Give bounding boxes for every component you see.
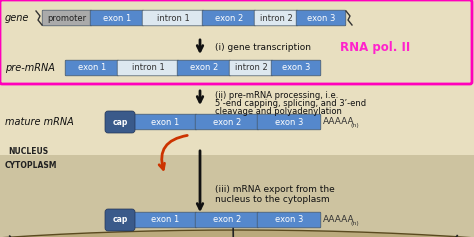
Text: exon 1: exon 1: [78, 64, 106, 73]
Text: nucleus to the cytoplasm: nucleus to the cytoplasm: [215, 196, 329, 205]
Text: intron 1: intron 1: [132, 64, 164, 73]
FancyBboxPatch shape: [177, 60, 231, 76]
FancyBboxPatch shape: [0, 0, 474, 170]
FancyBboxPatch shape: [195, 114, 259, 130]
Text: exon 3: exon 3: [282, 64, 310, 73]
Text: exon 3: exon 3: [275, 215, 303, 224]
FancyBboxPatch shape: [229, 60, 273, 76]
Text: AAAAA: AAAAA: [323, 117, 355, 126]
Text: AAAAA: AAAAA: [323, 214, 355, 223]
Polygon shape: [0, 230, 474, 237]
FancyBboxPatch shape: [257, 212, 321, 228]
FancyArrowPatch shape: [159, 135, 187, 169]
FancyBboxPatch shape: [117, 60, 179, 76]
FancyBboxPatch shape: [195, 212, 259, 228]
FancyBboxPatch shape: [105, 111, 135, 133]
Text: exon 1: exon 1: [103, 14, 131, 23]
Text: exon 3: exon 3: [307, 14, 335, 23]
Text: promoter: promoter: [47, 14, 87, 23]
FancyBboxPatch shape: [296, 10, 346, 26]
Text: gene: gene: [5, 13, 29, 23]
FancyBboxPatch shape: [133, 212, 197, 228]
FancyBboxPatch shape: [142, 10, 204, 26]
Text: RNA pol. II: RNA pol. II: [340, 41, 410, 54]
Text: NUCLEUS: NUCLEUS: [8, 147, 48, 156]
FancyBboxPatch shape: [0, 155, 474, 237]
Text: intron 2: intron 2: [260, 14, 292, 23]
FancyBboxPatch shape: [202, 10, 256, 26]
Text: (ii) pre-mRNA processing, i.e.: (ii) pre-mRNA processing, i.e.: [215, 91, 338, 100]
FancyBboxPatch shape: [42, 10, 92, 26]
Text: mature mRNA: mature mRNA: [5, 117, 74, 127]
Text: pre-mRNA: pre-mRNA: [5, 63, 55, 73]
Text: (n): (n): [351, 222, 360, 227]
Text: (iii) mRNA export from the: (iii) mRNA export from the: [215, 186, 335, 195]
Text: (i) gene transcription: (i) gene transcription: [215, 42, 311, 51]
Text: exon 2: exon 2: [213, 118, 241, 127]
Text: exon 2: exon 2: [213, 215, 241, 224]
Text: (n): (n): [351, 123, 360, 128]
Text: 5’-end capping, splicing, and 3’-end: 5’-end capping, splicing, and 3’-end: [215, 99, 366, 108]
Text: intron 2: intron 2: [235, 64, 267, 73]
FancyBboxPatch shape: [271, 60, 321, 76]
Text: exon 2: exon 2: [190, 64, 218, 73]
Text: exon 3: exon 3: [275, 118, 303, 127]
FancyBboxPatch shape: [254, 10, 298, 26]
Text: cleavage and polyadenylation: cleavage and polyadenylation: [215, 106, 342, 115]
FancyBboxPatch shape: [133, 114, 197, 130]
FancyBboxPatch shape: [257, 114, 321, 130]
Text: exon 2: exon 2: [215, 14, 243, 23]
Text: exon 1: exon 1: [151, 118, 179, 127]
Text: cap: cap: [112, 215, 128, 224]
Text: CYTOPLASM: CYTOPLASM: [5, 160, 57, 169]
Text: exon 1: exon 1: [151, 215, 179, 224]
FancyBboxPatch shape: [90, 10, 144, 26]
Text: intron 1: intron 1: [156, 14, 190, 23]
FancyBboxPatch shape: [65, 60, 119, 76]
Text: cap: cap: [112, 118, 128, 127]
FancyBboxPatch shape: [105, 209, 135, 231]
